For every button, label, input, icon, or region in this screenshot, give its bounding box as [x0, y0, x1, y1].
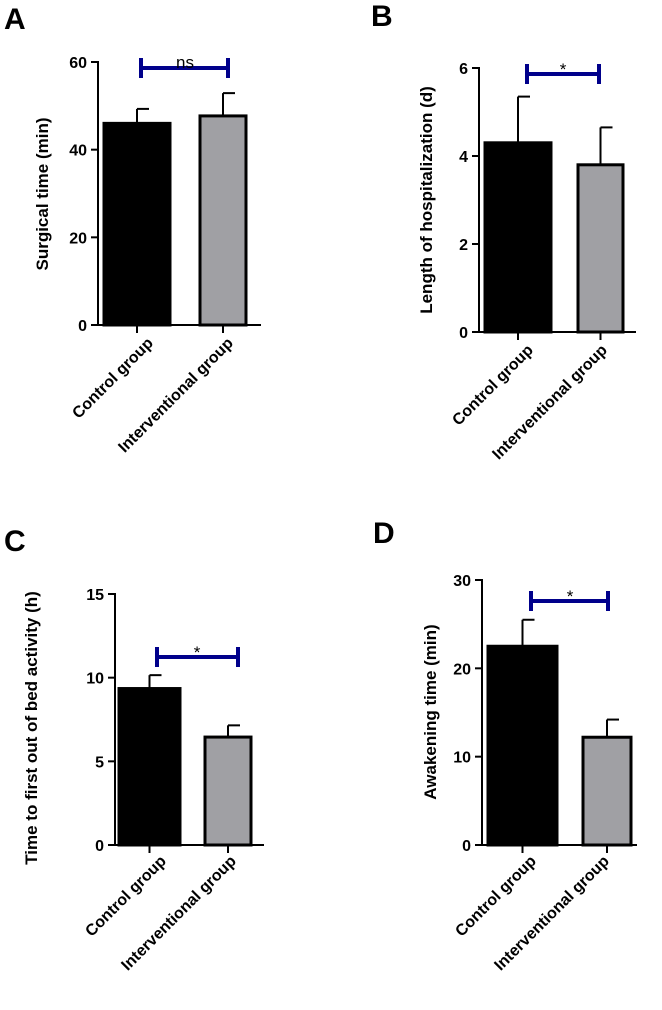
y-tick-label-0: 0 — [95, 838, 104, 855]
y-tick-label-2: 4 — [459, 149, 468, 166]
panel-a-bars — [102, 92, 248, 333]
bar-control — [102, 121, 172, 327]
panel-c-letter: C — [4, 525, 26, 558]
panel-b-y-axis-title: Length of hospitalization (d) — [417, 86, 436, 314]
panel-b-significance-bracket — [525, 64, 601, 84]
y-tick-label-2: 20 — [453, 661, 471, 678]
y-tick-label-1: 5 — [95, 754, 104, 771]
panel-d-significance-label: * — [567, 587, 574, 606]
bar-control — [486, 644, 559, 847]
panel-d-y-axis-title: Awakening time (min) — [421, 624, 440, 799]
panel-b-letter: B — [371, 0, 393, 33]
panel-a-y-ticks: 0 20 40 60 — [69, 55, 98, 335]
panel-c-significance-bracket — [155, 647, 240, 667]
panel-d-y-ticks: 0 10 20 30 — [453, 573, 482, 855]
y-tick-label-0: 0 — [462, 838, 471, 855]
panel-d-letter: D — [373, 517, 395, 550]
panel-c-category-label-interventional: Interventional group — [118, 853, 240, 975]
bar-control — [117, 687, 182, 847]
panel-b-bars — [483, 95, 625, 340]
panel-a-significance-label: ns — [176, 53, 194, 72]
panel-c-y-axis-title: Time to first out of bed activity (h) — [22, 591, 41, 865]
panel-a-significance-bracket — [139, 58, 230, 78]
panel-d-significance-bracket — [529, 591, 610, 611]
bar-interventional — [581, 735, 633, 847]
panel-a-letter: A — [4, 3, 26, 36]
y-tick-label-3: 6 — [459, 61, 468, 78]
bar-interventional — [576, 163, 625, 334]
panel-b-y-ticks: 0 2 4 6 — [459, 61, 479, 342]
bar-interventional — [198, 114, 248, 327]
y-tick-label-3: 30 — [453, 573, 471, 590]
panel-c: C Time to first out of bed activity (h) … — [4, 525, 264, 975]
panel-b-significance-label: * — [560, 60, 567, 79]
y-tick-label-3: 60 — [69, 55, 87, 72]
panel-a-category-label-control: Control group — [69, 335, 157, 423]
panel-c-y-ticks: 0 5 10 15 — [86, 587, 115, 855]
y-tick-label-1: 10 — [453, 750, 471, 767]
y-tick-label-0: 0 — [459, 325, 468, 342]
panel-c-significance-label: * — [194, 643, 201, 662]
y-tick-label-2: 10 — [86, 671, 104, 688]
y-tick-label-0: 0 — [78, 318, 87, 335]
y-tick-label-1: 20 — [69, 230, 87, 247]
panel-a: A Surgical time (min) 0 20 40 60 ns Control… — [4, 3, 261, 456]
bar-control — [483, 141, 553, 334]
y-tick-label-1: 2 — [459, 237, 468, 254]
panel-c-bars — [117, 674, 253, 853]
bar-interventional — [203, 735, 253, 847]
panel-a-y-axis-title: Surgical time (min) — [33, 117, 52, 270]
y-tick-label-2: 40 — [69, 143, 87, 160]
y-tick-label-3: 15 — [86, 587, 104, 604]
panel-d-bars — [486, 618, 633, 853]
